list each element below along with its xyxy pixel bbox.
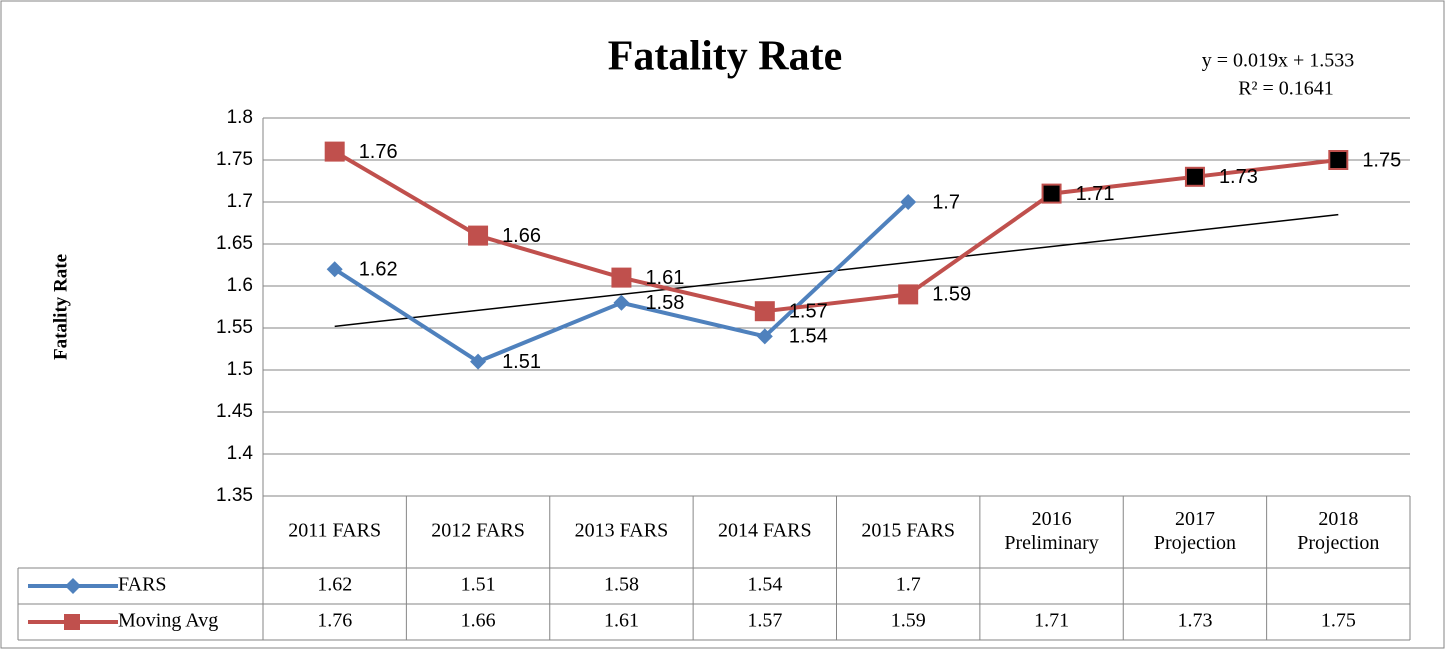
x-tick-label: 2013 FARS: [575, 520, 669, 542]
point-marker: [468, 225, 489, 246]
y-tick-label: 1.4: [227, 443, 254, 464]
data-label: 1.71: [1076, 183, 1115, 205]
y-tick-label: 1.35: [216, 485, 253, 506]
table-cell: 1.73: [1177, 610, 1212, 632]
series-line: [333, 149, 1339, 314]
y-tick-label: 1.8: [227, 107, 253, 128]
legend-marker: [65, 578, 81, 594]
x-tick-label: 2012 FARS: [431, 520, 525, 542]
table-cell: 1.59: [891, 610, 926, 632]
x-tick-label: 2017 Projection: [1154, 508, 1236, 554]
table-cell: 1.61: [604, 610, 639, 632]
legend-label: Moving Avg: [118, 610, 218, 632]
table-cell: 1.7: [896, 574, 921, 596]
point-marker: [324, 141, 345, 162]
table-cell: 1.75: [1321, 610, 1356, 632]
point-marker: [470, 353, 487, 370]
data-label: 1.57: [789, 300, 828, 322]
data-label: 1.62: [359, 258, 398, 280]
data-label: 1.51: [502, 351, 541, 373]
point-marker: [326, 261, 343, 278]
data-label: 1.76: [359, 141, 398, 163]
table-cell: 1.57: [747, 610, 782, 632]
trend-equation: y = 0.019x + 1.533: [1202, 50, 1355, 72]
y-tick-label: 1.7: [227, 191, 253, 212]
x-tick-label: 2011 FARS: [288, 520, 381, 542]
table-cell: 1.76: [317, 610, 352, 632]
chart-title: Fatality Rate: [608, 34, 842, 80]
y-tick-label: 1.55: [216, 317, 253, 338]
x-tick-label: 2014 FARS: [718, 520, 812, 542]
y-tick-label: 1.5: [227, 359, 253, 380]
legend-label: FARS: [118, 574, 167, 596]
x-tick-label: 2015 FARS: [861, 520, 955, 542]
y-tick-label: 1.6: [227, 275, 253, 296]
point-marker: [898, 284, 919, 305]
point-marker: [900, 194, 917, 210]
point-marker: [1328, 150, 1349, 170]
data-label: 1.73: [1219, 166, 1258, 188]
data-label: 1.66: [502, 225, 541, 247]
data-label: 1.75: [1362, 149, 1401, 171]
data-label: 1.61: [645, 267, 684, 289]
point-marker: [1184, 166, 1205, 187]
point-marker: [754, 301, 775, 322]
table-cell: 1.51: [461, 574, 496, 596]
table-cell: 1.71: [1034, 610, 1069, 632]
trend-r-squared: R² = 0.1641: [1238, 78, 1334, 100]
y-tick-label: 1.75: [216, 149, 253, 170]
legend-marker: [64, 614, 80, 630]
data-label: 1.59: [932, 284, 971, 306]
data-label: 1.7: [932, 191, 960, 213]
table-cell: 1.58: [604, 574, 639, 596]
data-label: 1.54: [789, 326, 828, 348]
data-label: 1.58: [645, 292, 684, 314]
table-cell: 1.62: [317, 574, 352, 596]
point-marker: [613, 294, 630, 311]
point-marker: [1041, 183, 1062, 204]
x-tick-label: 2016 Preliminary: [1004, 508, 1098, 554]
y-axis-label: Fatality Rate: [50, 254, 71, 360]
y-tick-label: 1.65: [216, 233, 253, 254]
x-tick-label: 2018 Projection: [1297, 508, 1379, 554]
table-cell: 1.54: [747, 574, 782, 596]
y-tick-label: 1.45: [216, 401, 253, 422]
point-marker: [756, 328, 773, 345]
table-cell: 1.66: [461, 610, 496, 632]
point-marker: [611, 267, 632, 288]
